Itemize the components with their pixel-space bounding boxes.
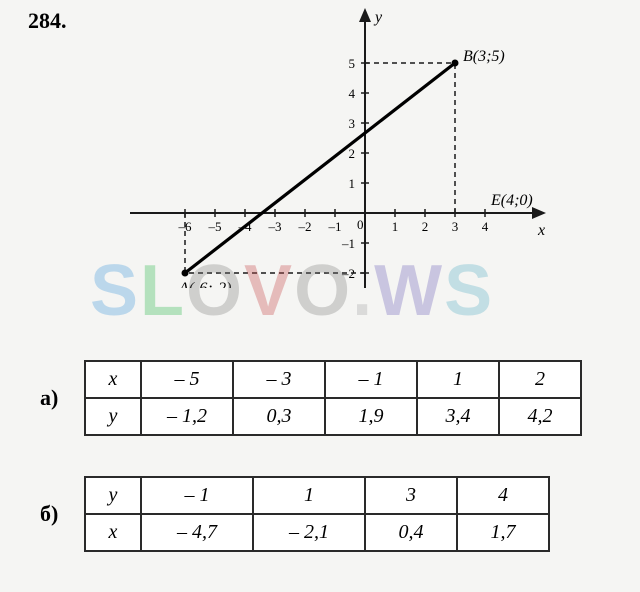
table-header-cell: y	[85, 477, 141, 514]
svg-text:–2: –2	[298, 219, 312, 234]
problem-number: 284.	[28, 8, 67, 34]
svg-text:1: 1	[392, 219, 399, 234]
coordinate-graph: –6–5–4–3–2–11234–2–1123450xyB(3;5)A(-6;-…	[130, 8, 550, 288]
svg-text:B(3;5): B(3;5)	[463, 48, 505, 65]
table-cell: 2	[499, 361, 581, 398]
table-cell: 0,3	[233, 398, 325, 435]
table-cell: – 4,7	[141, 514, 253, 551]
table-header-cell: y	[85, 398, 141, 435]
svg-text:2: 2	[422, 219, 429, 234]
table-cell: 1	[253, 477, 365, 514]
table-b-label: б)	[40, 501, 84, 527]
svg-text:4: 4	[482, 219, 489, 234]
svg-text:3: 3	[452, 219, 459, 234]
svg-text:A(-6;-2): A(-6;-2)	[178, 280, 231, 288]
svg-text:–5: –5	[208, 219, 222, 234]
svg-text:E(4;0): E(4;0)	[490, 192, 533, 209]
table-a-label: а)	[40, 385, 84, 411]
graph-svg: –6–5–4–3–2–11234–2–1123450xyB(3;5)A(-6;-…	[130, 8, 550, 288]
table-b: y– 1134 x– 4,7– 2,10,41,7	[84, 476, 550, 552]
table-cell: 1,7	[457, 514, 549, 551]
svg-text:–1: –1	[341, 236, 355, 251]
table-cell: 3,4	[417, 398, 499, 435]
svg-text:5: 5	[349, 56, 356, 71]
table-cell: – 2,1	[253, 514, 365, 551]
table-b-row: б) y– 1134 x– 4,7– 2,10,41,7	[40, 476, 600, 552]
table-cell: 1,9	[325, 398, 417, 435]
table-header-cell: x	[85, 361, 141, 398]
table-cell: 4,2	[499, 398, 581, 435]
tables-block: а) x– 5– 3– 112y– 1,20,31,93,44,2 б) y– …	[40, 360, 600, 592]
table-cell: – 1	[141, 477, 253, 514]
table-cell: – 1	[325, 361, 417, 398]
svg-text:x: x	[537, 222, 545, 239]
svg-text:y: y	[373, 9, 383, 26]
svg-text:0: 0	[357, 217, 364, 232]
table-a: x– 5– 3– 112 y– 1,20,31,93,44,2	[84, 360, 582, 436]
table-cell: – 3	[233, 361, 325, 398]
svg-text:–1: –1	[328, 219, 342, 234]
table-cell: – 1,2	[141, 398, 233, 435]
svg-text:2: 2	[349, 146, 356, 161]
svg-text:3: 3	[349, 116, 356, 131]
svg-text:–3: –3	[268, 219, 282, 234]
table-a-row: а) x– 5– 3– 112 y– 1,20,31,93,44,2	[40, 360, 600, 436]
table-cell: 3	[365, 477, 457, 514]
table-cell: 4	[457, 477, 549, 514]
table-header-cell: x	[85, 514, 141, 551]
table-cell: 0,4	[365, 514, 457, 551]
svg-text:4: 4	[349, 86, 356, 101]
table-cell: – 5	[141, 361, 233, 398]
table-cell: 1	[417, 361, 499, 398]
svg-text:1: 1	[349, 176, 356, 191]
